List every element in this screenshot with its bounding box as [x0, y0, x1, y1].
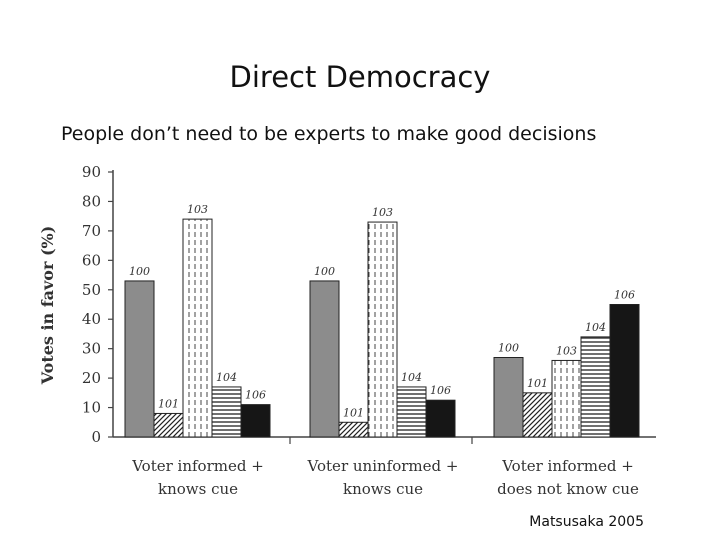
y-tick-label: 80 — [82, 192, 101, 210]
bar-data-label: 101 — [527, 377, 548, 390]
bar-dashed-vertical — [367, 221, 398, 438]
bar-data-label: 100 — [498, 342, 519, 355]
y-tick-label: 30 — [82, 340, 101, 358]
category-label: Voter uninformed + — [307, 457, 459, 475]
bar-horizontal-lines — [396, 386, 427, 438]
y-tick-label: 40 — [82, 310, 101, 328]
bar-data-label: 103 — [556, 344, 577, 357]
category-label: Voter informed + — [131, 457, 264, 475]
bar-dashed-vertical — [182, 218, 213, 438]
category-label: does not know cue — [497, 480, 639, 498]
bar-data-label: 100 — [314, 265, 335, 278]
bar-data-label: 106 — [245, 389, 266, 402]
bar-diagonal-hatch — [338, 421, 369, 438]
slide-title: Direct Democracy — [229, 60, 491, 94]
y-tick-label: 20 — [82, 369, 101, 387]
bar-horizontal-lines — [211, 386, 242, 438]
bar-solid-gray — [493, 357, 524, 438]
bar-data-label: 103 — [372, 206, 393, 219]
bar-data-label: 101 — [343, 406, 364, 419]
y-tick-label: 70 — [82, 222, 101, 240]
y-axis-label: Votes in favor (%) — [38, 226, 57, 386]
bar-data-label: 106 — [430, 384, 451, 397]
bar-horizontal-lines — [580, 336, 611, 438]
bar-dashed-vertical — [551, 359, 582, 438]
y-tick-label: 50 — [82, 281, 101, 299]
bar-data-label: 106 — [614, 289, 635, 302]
y-tick-label: 60 — [82, 251, 101, 269]
bar-data-label: 104 — [585, 321, 606, 334]
bar-data-label: 104 — [216, 371, 237, 384]
bar-diagonal-hatch — [153, 412, 184, 438]
labels: 0 10 20 30 40 50 60 70 80 90 Votes in favor (%) 100… — [38, 163, 639, 498]
bar-solid-black — [240, 404, 271, 438]
bar-solid-black — [425, 399, 456, 438]
category-label: knows cue — [343, 480, 423, 498]
category-label: knows cue — [158, 480, 238, 498]
bar-solid-gray — [124, 280, 155, 438]
category-label: Voter informed + — [501, 457, 634, 475]
bar-data-label: 104 — [401, 371, 422, 384]
y-tick-label: 90 — [82, 163, 101, 181]
bar-data-label: 101 — [158, 397, 179, 410]
bar-data-label: 103 — [187, 203, 208, 216]
bars — [124, 218, 640, 438]
y-tick-label: 0 — [91, 428, 101, 446]
slide-subtitle: People don’t need to be experts to make … — [61, 123, 597, 145]
source-credit: Matsusaka 2005 — [529, 514, 644, 530]
bar-diagonal-hatch — [522, 392, 553, 438]
bar-data-label: 100 — [129, 265, 150, 278]
bar-solid-black — [609, 304, 640, 438]
y-tick-label: 10 — [82, 399, 101, 417]
bar-solid-gray — [309, 280, 340, 438]
